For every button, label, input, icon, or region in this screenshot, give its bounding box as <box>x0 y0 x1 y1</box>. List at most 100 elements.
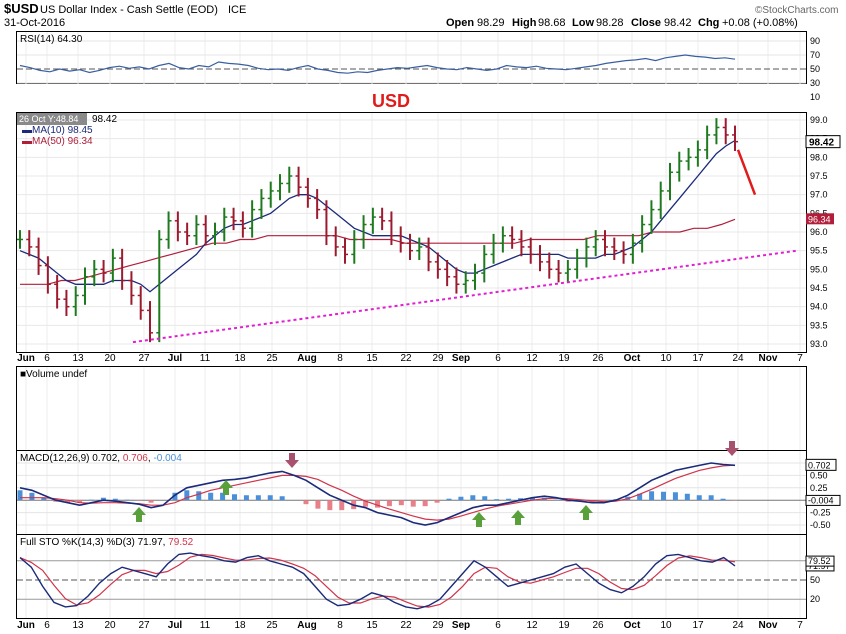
sto-series <box>19 552 736 610</box>
green-up-arrow <box>511 510 525 525</box>
macd-hist-bar <box>267 495 273 501</box>
price-tick-label: 98.0 <box>810 152 828 162</box>
macd-hist-bar <box>398 500 404 506</box>
macd-hist-bar <box>696 495 702 501</box>
price-tick-label: 95.0 <box>810 264 828 274</box>
macd-hist-bar <box>434 500 440 503</box>
price-tick-label: 93.5 <box>810 320 828 330</box>
macd-hist-bar <box>77 500 83 503</box>
exchange: ICE <box>228 4 246 16</box>
x-tick-label: 20 <box>104 353 116 364</box>
macd-hist-bar <box>41 497 47 501</box>
price-tick-label: 94.0 <box>810 302 828 312</box>
maroon-down-arrow <box>285 453 299 468</box>
x-tick-label: 22 <box>400 620 412 631</box>
price-bars <box>17 118 738 343</box>
x-tick-label: 19 <box>558 353 570 364</box>
green-up-arrow <box>579 505 593 520</box>
price-tick-label: 99.0 <box>810 115 828 125</box>
price-main-value: 98.42 <box>92 114 117 125</box>
annotation-arrows <box>132 441 739 527</box>
x-tick-label: 15 <box>366 620 378 631</box>
x-tick-label: 24 <box>732 353 744 364</box>
watermark: ©StockCharts.com <box>755 5 839 16</box>
x-tick-label: 19 <box>558 620 570 631</box>
x-tick-label: 13 <box>72 353 84 364</box>
macd-tick-label: 0.50 <box>810 470 828 480</box>
macd-current-box <box>805 458 837 471</box>
x-tick-label: 29 <box>432 620 444 631</box>
macd-hist-bar <box>518 498 523 501</box>
x-tick-label: 26 <box>592 620 604 631</box>
macd-hist-bar <box>470 495 476 501</box>
macd-hist-bar <box>458 496 464 501</box>
close-label: Close <box>631 17 661 29</box>
rsi-label: RSI(14) 64.30 <box>20 34 83 45</box>
ohlc-readout: Open 98.29 High 98.68 Low 98.28 Close 98… <box>446 17 798 29</box>
x-tick-label: Jun <box>17 353 35 364</box>
price-panel-frame <box>16 112 807 353</box>
tooltip-text: 26 Oct Y:48.84 <box>19 114 78 124</box>
macd-label: MACD(12,26,9) 0.702, 0.706, -0.004 <box>20 453 182 464</box>
x-tick-label: 10 <box>660 353 672 364</box>
macd-hist-bar <box>649 491 655 501</box>
rsi-line <box>19 54 736 74</box>
x-tick-label: Sep <box>452 353 470 364</box>
macd-hist-bar <box>720 498 726 501</box>
x-tick-label: 11 <box>200 353 211 364</box>
macd-hist-bar <box>17 490 23 501</box>
macd-hist-bar <box>375 500 380 508</box>
x-tick-label: Jun <box>17 620 35 631</box>
volume-panel-frame <box>16 366 807 451</box>
macd-hist-bar <box>494 499 500 501</box>
macd-hist-bar <box>446 498 452 501</box>
macd-hist-current-box <box>805 494 841 506</box>
rsi-tick-label: 70 <box>810 50 820 60</box>
ma50-price-box <box>806 213 834 225</box>
open-label: Open <box>446 17 474 29</box>
high-label: High <box>512 17 537 29</box>
ma10-series <box>19 139 736 293</box>
macd-hist-bar <box>112 498 118 501</box>
sto-tick-label: 20 <box>810 594 820 604</box>
ma50-price-label: 96.34 <box>808 214 831 224</box>
x-tick-label: Nov <box>759 353 778 364</box>
x-tick-label: 7 <box>797 353 803 364</box>
macd-series <box>17 462 738 526</box>
macd-hist-bar <box>410 500 416 507</box>
chg-value: +0.08 (+0.08%) <box>722 17 798 29</box>
macd-hist-bar <box>65 500 71 503</box>
macd-hist-bar <box>363 500 369 507</box>
sto-d-current-label: 79.52 <box>808 556 831 566</box>
macd-hist-bar <box>315 500 321 509</box>
tooltip-box <box>17 113 87 125</box>
rsi-series <box>19 54 736 74</box>
green-up-arrow <box>472 512 486 527</box>
macd-hist-bar <box>279 496 285 501</box>
x-tick-label: 24 <box>732 620 744 631</box>
maroon-down-arrow <box>725 441 739 456</box>
current-price-box <box>805 135 841 149</box>
x-tick-label: Oct <box>624 620 641 631</box>
low-label: Low <box>572 17 594 29</box>
support-trendline <box>132 249 798 344</box>
x-tick-label: 17 <box>692 353 704 364</box>
macd-tick-label: -0.25 <box>810 508 831 518</box>
rsi-tick-label: 10 <box>810 92 820 102</box>
x-tick-label: 12 <box>526 620 538 631</box>
rsi-panel-frame <box>16 31 807 84</box>
macd-hist-bar <box>672 492 678 501</box>
close-value: 98.42 <box>664 17 692 29</box>
macd-hist-bar <box>220 492 226 501</box>
macd-hist-bar <box>529 497 535 501</box>
macd-hist-bar <box>148 500 154 503</box>
annotation-title: USD <box>372 91 410 111</box>
grid-lines <box>17 32 806 618</box>
macd-tick-label: -0.50 <box>810 520 831 530</box>
macd-tick-label: 0.25 <box>810 483 828 493</box>
sto-d-line <box>19 553 736 608</box>
price-tick-label: 95.5 <box>810 246 828 256</box>
low-value: 98.28 <box>596 17 624 29</box>
x-tick-label: 22 <box>400 353 412 364</box>
x-tick-label: Sep <box>452 620 470 631</box>
